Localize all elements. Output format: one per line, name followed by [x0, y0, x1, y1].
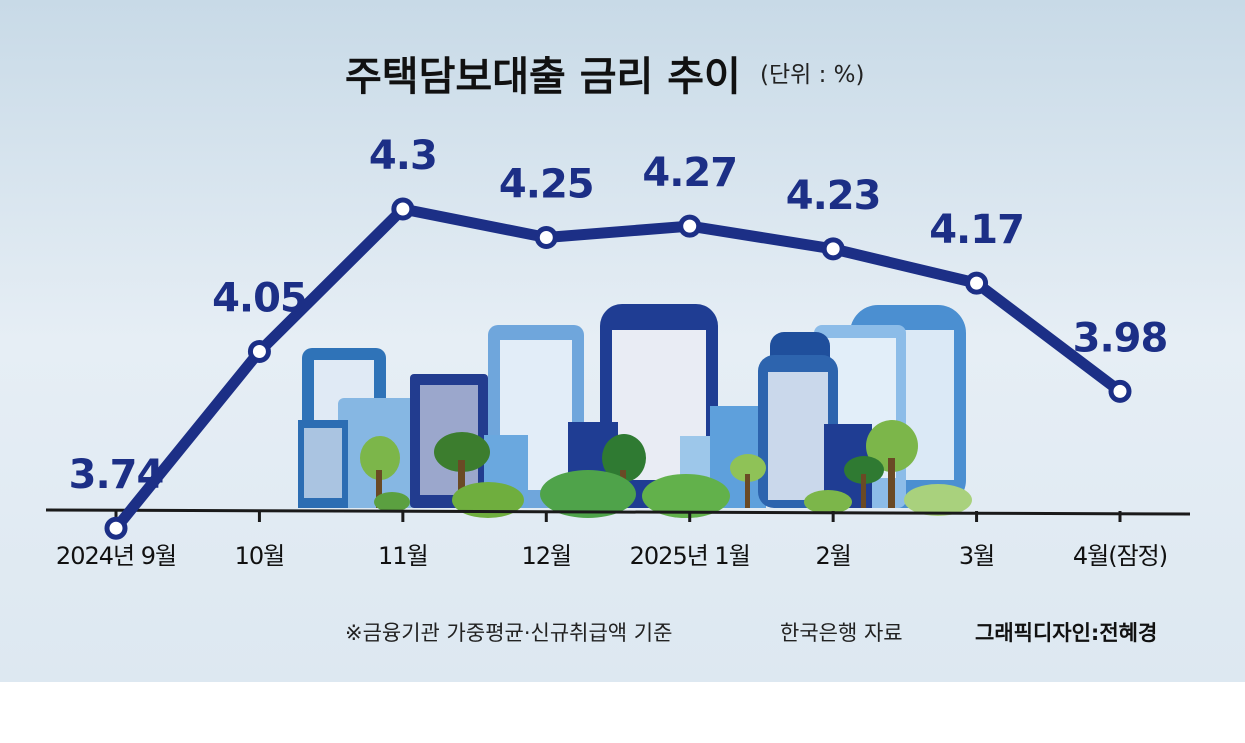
value-label: 4.27	[642, 150, 737, 196]
value-labels: 3.74 4.05 4.3 4.25 4.27 4.23 4.17 3.98	[69, 133, 1169, 498]
category-label: 11월	[378, 542, 428, 570]
line-chart: 주택담보대출 금리 추이 (단위 : %) 3.74 4.05 4.3 4.25 4.2…	[0, 0, 1245, 682]
value-label: 3.74	[69, 452, 164, 498]
series-markers	[104, 197, 1132, 540]
data-point	[247, 340, 271, 363]
category-label: 2024년 9월	[56, 542, 176, 570]
category-label: 3월	[959, 542, 994, 570]
category-label: 4월(잠정)	[1073, 542, 1167, 570]
data-point	[821, 237, 845, 261]
chart-unit: (단위 : %)	[760, 62, 865, 88]
x-axis-line	[45, 508, 1191, 516]
data-point	[678, 214, 702, 238]
footer-source: 한국은행 자료	[780, 621, 903, 645]
value-label: 3.98	[1073, 315, 1168, 361]
footer-credit: 그래픽디자인:전혜경	[975, 621, 1157, 645]
series-polyline	[110, 203, 1126, 534]
value-label: 4.05	[212, 276, 307, 322]
category-label: 2025년 1월	[630, 542, 750, 570]
footer-note: ※금융기관 가중평균·신규취급액 기준	[345, 621, 672, 645]
data-point	[391, 197, 415, 221]
category-labels: 2024년 9월 10월 11월 12월 2025년 1월 2월 3월 4월(잠정)	[56, 542, 1168, 570]
chart-card: 주택담보대출 금리 추이 (단위 : %) 3.74 4.05 4.3 4.25 4.2…	[0, 0, 1245, 682]
category-label: 10월	[235, 542, 285, 570]
data-point	[104, 516, 128, 540]
value-label: 4.17	[929, 207, 1024, 253]
value-label: 4.25	[499, 162, 594, 208]
category-label: 12월	[521, 542, 571, 570]
city-illustration	[298, 304, 972, 518]
series-line	[110, 203, 1126, 534]
value-label: 4.23	[786, 173, 881, 219]
chart-title: 주택담보대출 금리 추이	[345, 54, 741, 100]
category-label: 2월	[815, 542, 850, 570]
data-point	[534, 226, 558, 249]
data-point	[1108, 379, 1132, 403]
data-point	[965, 271, 989, 295]
value-label: 4.3	[369, 133, 437, 179]
